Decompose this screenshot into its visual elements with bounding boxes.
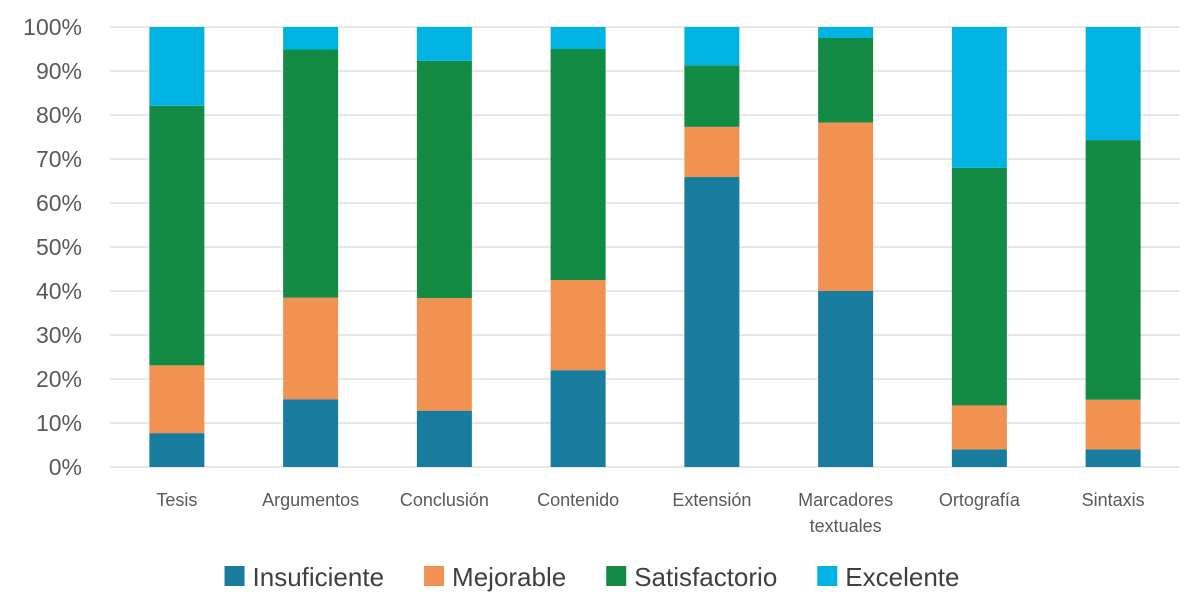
- x-tick-label: Sintaxis: [1082, 490, 1145, 510]
- bar-segment-satisfactorio: [684, 65, 739, 127]
- bar-segment-satisfactorio: [818, 38, 873, 122]
- bar-segment-excelente: [417, 27, 472, 61]
- legend-swatch: [225, 566, 245, 586]
- bar-segment-satisfactorio: [551, 49, 606, 280]
- bar-segment-excelente: [283, 27, 338, 49]
- bar-segment-mejorable: [684, 127, 739, 177]
- y-tick-label: 60%: [36, 190, 82, 216]
- y-axis-ticks: 0% 10% 20% 30% 40% 50% 60% 70% 80% 90% 100%: [23, 14, 82, 480]
- y-tick-label: 40%: [36, 278, 82, 304]
- bar-segment-insuficiente: [417, 411, 472, 467]
- bar-segment-satisfactorio: [952, 168, 1007, 406]
- bar-segment-insuficiente: [551, 370, 606, 467]
- bar-segment-mejorable: [149, 365, 204, 433]
- bar-stack: [551, 27, 606, 467]
- legend: Insuficiente Mejorable Satisfactorio Excele…: [225, 562, 960, 592]
- x-axis-ticks: Tesis Argumentos Conclusión Contenido Extens…: [156, 490, 1144, 536]
- y-tick-label: 70%: [36, 146, 82, 172]
- bar-segment-excelente: [952, 27, 1007, 168]
- legend-swatch: [606, 566, 626, 586]
- bar-stack: [684, 27, 739, 467]
- x-tick-label: Ortografía: [939, 490, 1021, 510]
- bar-segment-mejorable: [1086, 400, 1141, 450]
- bar-stack: [283, 27, 338, 467]
- bar-segment-mejorable: [283, 298, 338, 400]
- bar-stack: [149, 27, 204, 467]
- bar-segment-insuficiente: [149, 433, 204, 467]
- bar-segment-satisfactorio: [149, 106, 204, 366]
- y-tick-label: 50%: [36, 234, 82, 260]
- legend-item-insuficiente: Insuficiente: [225, 562, 385, 592]
- legend-item-mejorable: Mejorable: [424, 562, 566, 592]
- bar-segment-excelente: [684, 27, 739, 65]
- gridlines: [110, 27, 1180, 467]
- bar-stack: [818, 27, 873, 467]
- bar-segment-excelente: [551, 27, 606, 49]
- legend-item-satisfactorio: Satisfactorio: [606, 562, 777, 592]
- bar-segment-insuficiente: [684, 177, 739, 467]
- y-tick-label: 80%: [36, 102, 82, 128]
- bar-segment-excelente: [818, 27, 873, 38]
- x-tick-label: Contenido: [537, 490, 619, 510]
- x-tick-label: textuales: [810, 516, 882, 536]
- y-tick-label: 30%: [36, 322, 82, 348]
- bar-segment-excelente: [1086, 27, 1141, 140]
- x-tick-label: Extensión: [672, 490, 751, 510]
- bar-segment-insuficiente: [818, 291, 873, 467]
- bar-segment-satisfactorio: [1086, 140, 1141, 400]
- bar-segment-satisfactorio: [283, 49, 338, 297]
- legend-item-excelente: Excelente: [817, 562, 959, 592]
- y-tick-label: 90%: [36, 58, 82, 84]
- y-tick-label: 0%: [49, 454, 82, 480]
- bar-segment-insuficiente: [283, 399, 338, 467]
- bar-segment-insuficiente: [1086, 449, 1141, 467]
- legend-swatch: [424, 566, 444, 586]
- y-tick-label: 10%: [36, 410, 82, 436]
- bar-segment-mejorable: [818, 122, 873, 291]
- bar-segment-insuficiente: [952, 449, 1007, 467]
- bar-segment-mejorable: [551, 280, 606, 370]
- x-tick-label: Marcadores: [798, 490, 893, 510]
- bar-stack: [1086, 27, 1141, 467]
- legend-label: Satisfactorio: [634, 562, 777, 592]
- bar-stack: [952, 27, 1007, 467]
- legend-label: Mejorable: [452, 562, 566, 592]
- bar-segment-mejorable: [952, 405, 1007, 449]
- x-tick-label: Argumentos: [262, 490, 359, 510]
- bar-stack: [417, 27, 472, 467]
- bar-segment-satisfactorio: [417, 61, 472, 298]
- legend-swatch: [817, 566, 837, 586]
- legend-label: Insuficiente: [253, 562, 385, 592]
- legend-label: Excelente: [845, 562, 959, 592]
- y-tick-label: 100%: [23, 14, 82, 40]
- bar-segment-mejorable: [417, 298, 472, 411]
- y-tick-label: 20%: [36, 366, 82, 392]
- x-tick-label: Conclusión: [400, 490, 489, 510]
- bar-segment-excelente: [149, 27, 204, 106]
- x-tick-label: Tesis: [156, 490, 197, 510]
